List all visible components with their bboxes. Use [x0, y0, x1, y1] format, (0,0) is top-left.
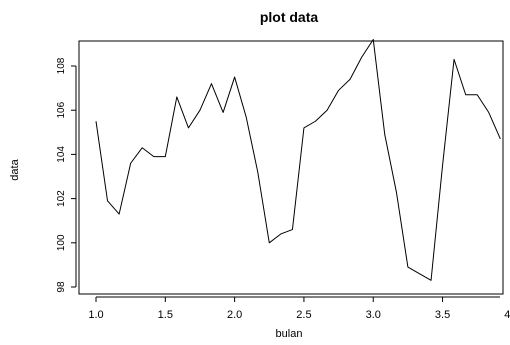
plot-area-border: [78, 40, 504, 295]
series-line: [95, 38, 501, 281]
y-tick-label: 104: [56, 146, 67, 163]
x-tick-label: 3.5: [435, 309, 450, 321]
y-tick-label: 102: [56, 190, 67, 207]
x-tick-label: 2.0: [227, 309, 242, 321]
series-layer: [95, 38, 501, 281]
x-axis-label: bulan: [276, 328, 303, 340]
y-tick-label: 98: [56, 281, 67, 293]
y-axis-ticks: 98 100 102 104 106 108: [56, 57, 76, 293]
chart-title: plot data: [260, 9, 319, 25]
x-tick-label: 3.0: [366, 309, 381, 321]
y-tick-label: 108: [56, 57, 67, 74]
x-tick-label: 1.5: [158, 309, 173, 321]
x-tick-label: 4.0: [504, 309, 510, 321]
y-axis-label: data: [9, 158, 21, 180]
x-axis-ticks: 1.0 1.5 2.0 2.5 3.0 3.5 4.0: [88, 297, 510, 321]
y-tick-label: 106: [56, 101, 67, 118]
x-tick-label: 2.5: [296, 309, 311, 321]
y-tick-label: 100: [56, 234, 67, 251]
x-tick-label: 1.0: [88, 309, 103, 321]
